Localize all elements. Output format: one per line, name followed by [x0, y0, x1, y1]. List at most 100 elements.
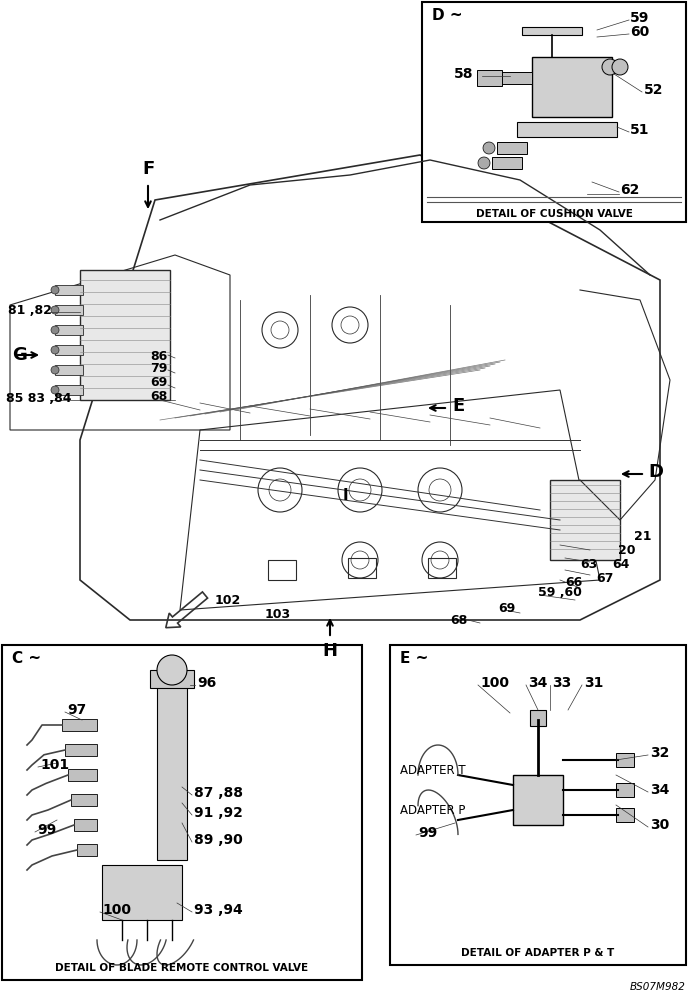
Bar — [157, 680, 187, 860]
Circle shape — [478, 157, 490, 169]
Bar — [62, 719, 97, 731]
Text: 58: 58 — [454, 67, 473, 81]
Bar — [428, 558, 456, 578]
Circle shape — [612, 59, 628, 75]
Circle shape — [157, 655, 187, 685]
Text: 89 ,90: 89 ,90 — [194, 833, 243, 847]
Bar — [477, 70, 502, 86]
Text: F: F — [142, 160, 154, 178]
Bar — [65, 744, 97, 756]
Text: G: G — [12, 346, 27, 364]
Circle shape — [602, 59, 618, 75]
Bar — [348, 558, 376, 578]
Bar — [55, 345, 83, 355]
Text: 34: 34 — [650, 783, 669, 797]
Bar — [77, 844, 97, 856]
Circle shape — [51, 306, 59, 314]
Bar — [55, 285, 83, 295]
Bar — [517, 122, 617, 137]
Bar — [74, 819, 97, 831]
Text: 100: 100 — [480, 676, 509, 690]
Text: 86: 86 — [150, 350, 167, 362]
Text: 81 ,82: 81 ,82 — [8, 304, 52, 316]
Bar — [513, 775, 563, 825]
Bar — [492, 157, 522, 169]
Text: 91 ,92: 91 ,92 — [194, 806, 243, 820]
Text: 85 83 ,84: 85 83 ,84 — [6, 391, 72, 404]
Text: 99: 99 — [37, 823, 56, 837]
Bar — [422, 2, 686, 222]
Text: D ~: D ~ — [432, 8, 462, 23]
Bar — [102, 865, 182, 920]
Bar — [55, 365, 83, 375]
Bar — [497, 72, 532, 84]
Circle shape — [51, 286, 59, 294]
Bar — [150, 670, 194, 688]
Text: 102: 102 — [215, 593, 241, 606]
Text: 34: 34 — [528, 676, 548, 690]
Text: DETAIL OF CUSHION VALVE: DETAIL OF CUSHION VALVE — [475, 209, 632, 219]
Text: E: E — [452, 397, 464, 415]
Bar — [55, 305, 83, 315]
Text: 99: 99 — [418, 826, 438, 840]
Text: C ~: C ~ — [12, 651, 41, 666]
Text: 33: 33 — [552, 676, 571, 690]
Text: DETAIL OF ADAPTER P & T: DETAIL OF ADAPTER P & T — [462, 948, 614, 958]
Bar — [522, 27, 582, 35]
Text: 31: 31 — [584, 676, 603, 690]
Circle shape — [51, 386, 59, 394]
Text: 30: 30 — [650, 818, 669, 832]
Text: 60: 60 — [630, 25, 649, 39]
Bar — [497, 142, 527, 154]
Bar — [550, 480, 620, 560]
Text: 87 ,88: 87 ,88 — [194, 786, 243, 800]
Bar — [2, 645, 362, 980]
Text: 64: 64 — [612, 558, 630, 572]
Bar — [268, 560, 296, 580]
Text: 62: 62 — [620, 183, 639, 197]
Text: 100: 100 — [102, 903, 131, 917]
Bar — [390, 645, 686, 965]
Text: 79: 79 — [150, 362, 167, 375]
Text: 52: 52 — [644, 83, 663, 97]
Circle shape — [51, 346, 59, 354]
Text: 97: 97 — [67, 703, 86, 717]
Bar — [532, 57, 612, 117]
Text: 69: 69 — [498, 601, 515, 614]
Bar — [80, 270, 170, 400]
Bar — [530, 710, 546, 726]
Text: 63: 63 — [580, 558, 597, 572]
Text: 51: 51 — [630, 123, 649, 137]
Text: 96: 96 — [197, 676, 216, 690]
Bar — [616, 753, 634, 767]
Text: H: H — [323, 642, 338, 660]
Text: BS07M982: BS07M982 — [630, 982, 686, 992]
Bar — [68, 769, 97, 781]
Text: 93 ,94: 93 ,94 — [194, 903, 243, 917]
Circle shape — [483, 142, 495, 154]
Text: 20: 20 — [618, 544, 636, 556]
Text: 68: 68 — [150, 389, 167, 402]
Bar — [616, 783, 634, 797]
Text: 67: 67 — [596, 572, 614, 584]
Text: 103: 103 — [265, 608, 291, 621]
Text: 59: 59 — [630, 11, 649, 25]
Bar — [616, 808, 634, 822]
Text: ADAPTER P: ADAPTER P — [400, 804, 465, 816]
Text: 101: 101 — [40, 758, 69, 772]
Text: 32: 32 — [650, 746, 669, 760]
Text: 21: 21 — [634, 530, 652, 542]
Text: E ~: E ~ — [400, 651, 429, 666]
Text: I: I — [342, 488, 348, 502]
Text: D: D — [648, 463, 663, 481]
Text: 59 ,60: 59 ,60 — [538, 586, 582, 599]
Circle shape — [51, 366, 59, 374]
Bar — [71, 794, 97, 806]
Text: 68: 68 — [450, 613, 467, 626]
Bar — [55, 325, 83, 335]
Text: 66: 66 — [565, 576, 582, 589]
Text: DETAIL OF BLADE REMOTE CONTROL VALVE: DETAIL OF BLADE REMOTE CONTROL VALVE — [56, 963, 308, 973]
Circle shape — [51, 326, 59, 334]
Bar — [55, 385, 83, 395]
Text: ADAPTER T: ADAPTER T — [400, 764, 466, 776]
